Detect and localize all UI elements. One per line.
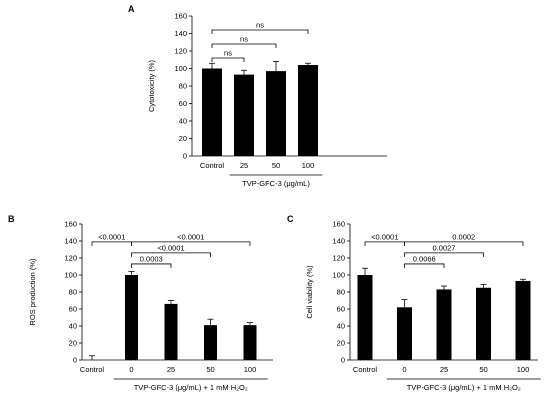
bar-50 [476, 287, 491, 360]
significance-label: ns [224, 49, 232, 58]
x-tick-label: 0 [402, 365, 406, 374]
group-label: TVP-GFC-3 (μg/mL) + 1 mM H₂O₂ [134, 383, 248, 392]
bar-100 [298, 65, 318, 156]
panel-letter: A [128, 4, 135, 14]
bar-0 [397, 307, 412, 360]
bar-100 [515, 280, 531, 360]
significance-bracket [404, 263, 445, 268]
y-tick-label: 80 [179, 82, 187, 91]
bar-100 [243, 325, 257, 360]
significance-label: ns [240, 35, 248, 44]
y-tick-label: 0 [341, 356, 345, 365]
significance-label: <0.0001 [98, 232, 125, 241]
panel-b: B 0 20 40 60 80 100 120 140 160 ROS production (%)… [8, 214, 273, 392]
significance-label: <0.0001 [371, 232, 398, 241]
y-axis-label: Cytotoxicity (%) [147, 59, 156, 112]
significance-bracket [131, 252, 211, 257]
y-tick-label: 60 [69, 305, 77, 314]
y-tick-label: 140 [332, 237, 345, 246]
panel-a: A 0 20 40 60 80 100 120 140 160 Cytotoxicity (%) Co… [128, 4, 387, 188]
y-tick-label: 20 [337, 339, 345, 348]
y-tick-label: 40 [69, 322, 77, 331]
x-tick-label: 50 [479, 365, 487, 374]
y-tick-label: 0 [73, 356, 77, 365]
significance-label: 0.0003 [140, 254, 163, 263]
significance-label: 0.0066 [413, 254, 436, 263]
x-tick-label: 100 [517, 365, 530, 374]
x-tick-label: Control [200, 161, 225, 170]
x-tick-label: Control [80, 365, 105, 374]
x-tick-label: 50 [272, 161, 280, 170]
y-tick-label: 40 [179, 117, 187, 126]
bar-control [202, 68, 222, 156]
significance-label: 0.0002 [452, 232, 475, 241]
significance-bracket [91, 241, 132, 246]
significance-label: 0.0027 [433, 243, 456, 252]
y-tick-label: 120 [332, 254, 345, 263]
panel-letter: C [287, 214, 294, 224]
significance-label: <0.0001 [157, 243, 184, 252]
significance-bracket [131, 263, 172, 268]
bar-control [357, 275, 373, 360]
bar-25 [234, 74, 254, 156]
group-label: TVP-GFC-3 (μg/mL) + 1 mM H₂O₂ [407, 383, 521, 392]
y-tick-label: 100 [332, 271, 345, 280]
y-axis-label: ROS production (%) [28, 258, 37, 326]
y-axis-label: Cell viability (%) [305, 265, 314, 319]
x-tick-label: 100 [302, 161, 315, 170]
bar-50 [204, 325, 217, 360]
y-tick-label: 20 [69, 339, 77, 348]
x-tick-label: 100 [244, 365, 257, 374]
panel-c: C 0 20 40 60 80 100 120 140 160 Cell viability (%)… [287, 214, 541, 392]
x-tick-label: 0 [129, 365, 133, 374]
y-tick-label: 20 [179, 134, 187, 143]
y-tick-label: 40 [337, 322, 345, 331]
significance-bracket [211, 29, 309, 34]
y-tick-label: 100 [64, 271, 77, 280]
y-tick-label: 140 [64, 237, 77, 246]
x-tick-label: 25 [440, 365, 448, 374]
y-tick-label: 160 [64, 220, 77, 229]
significance-bracket [211, 57, 245, 62]
bar-25 [164, 303, 178, 360]
x-tick-label: 25 [240, 161, 248, 170]
significance-bracket [131, 241, 251, 246]
bar-50 [266, 71, 286, 156]
y-tick-label: 140 [174, 29, 187, 38]
x-tick-label: 50 [206, 365, 214, 374]
x-tick-label: Control [353, 365, 378, 374]
y-tick-label: 100 [174, 64, 187, 73]
y-tick-label: 120 [174, 47, 187, 56]
significance-label: <0.0001 [177, 232, 204, 241]
y-tick-label: 120 [64, 254, 77, 263]
y-tick-label: 0 [183, 152, 187, 161]
significance-bracket [211, 43, 277, 48]
bar-0 [125, 275, 138, 360]
y-tick-label: 80 [69, 288, 77, 297]
significance-bracket [404, 241, 524, 246]
significance-bracket [364, 241, 405, 246]
y-tick-label: 80 [337, 288, 345, 297]
bar-25 [436, 289, 452, 360]
y-tick-label: 160 [332, 220, 345, 229]
significance-bracket [404, 252, 484, 257]
y-tick-label: 160 [174, 12, 187, 21]
significance-label: ns [256, 21, 264, 30]
x-tick-label: 25 [167, 365, 175, 374]
group-label: TVP-GFC-3 (μg/mL) [242, 179, 310, 188]
y-tick-label: 60 [337, 305, 345, 314]
y-tick-label: 60 [179, 99, 187, 108]
panel-letter: B [8, 214, 15, 224]
